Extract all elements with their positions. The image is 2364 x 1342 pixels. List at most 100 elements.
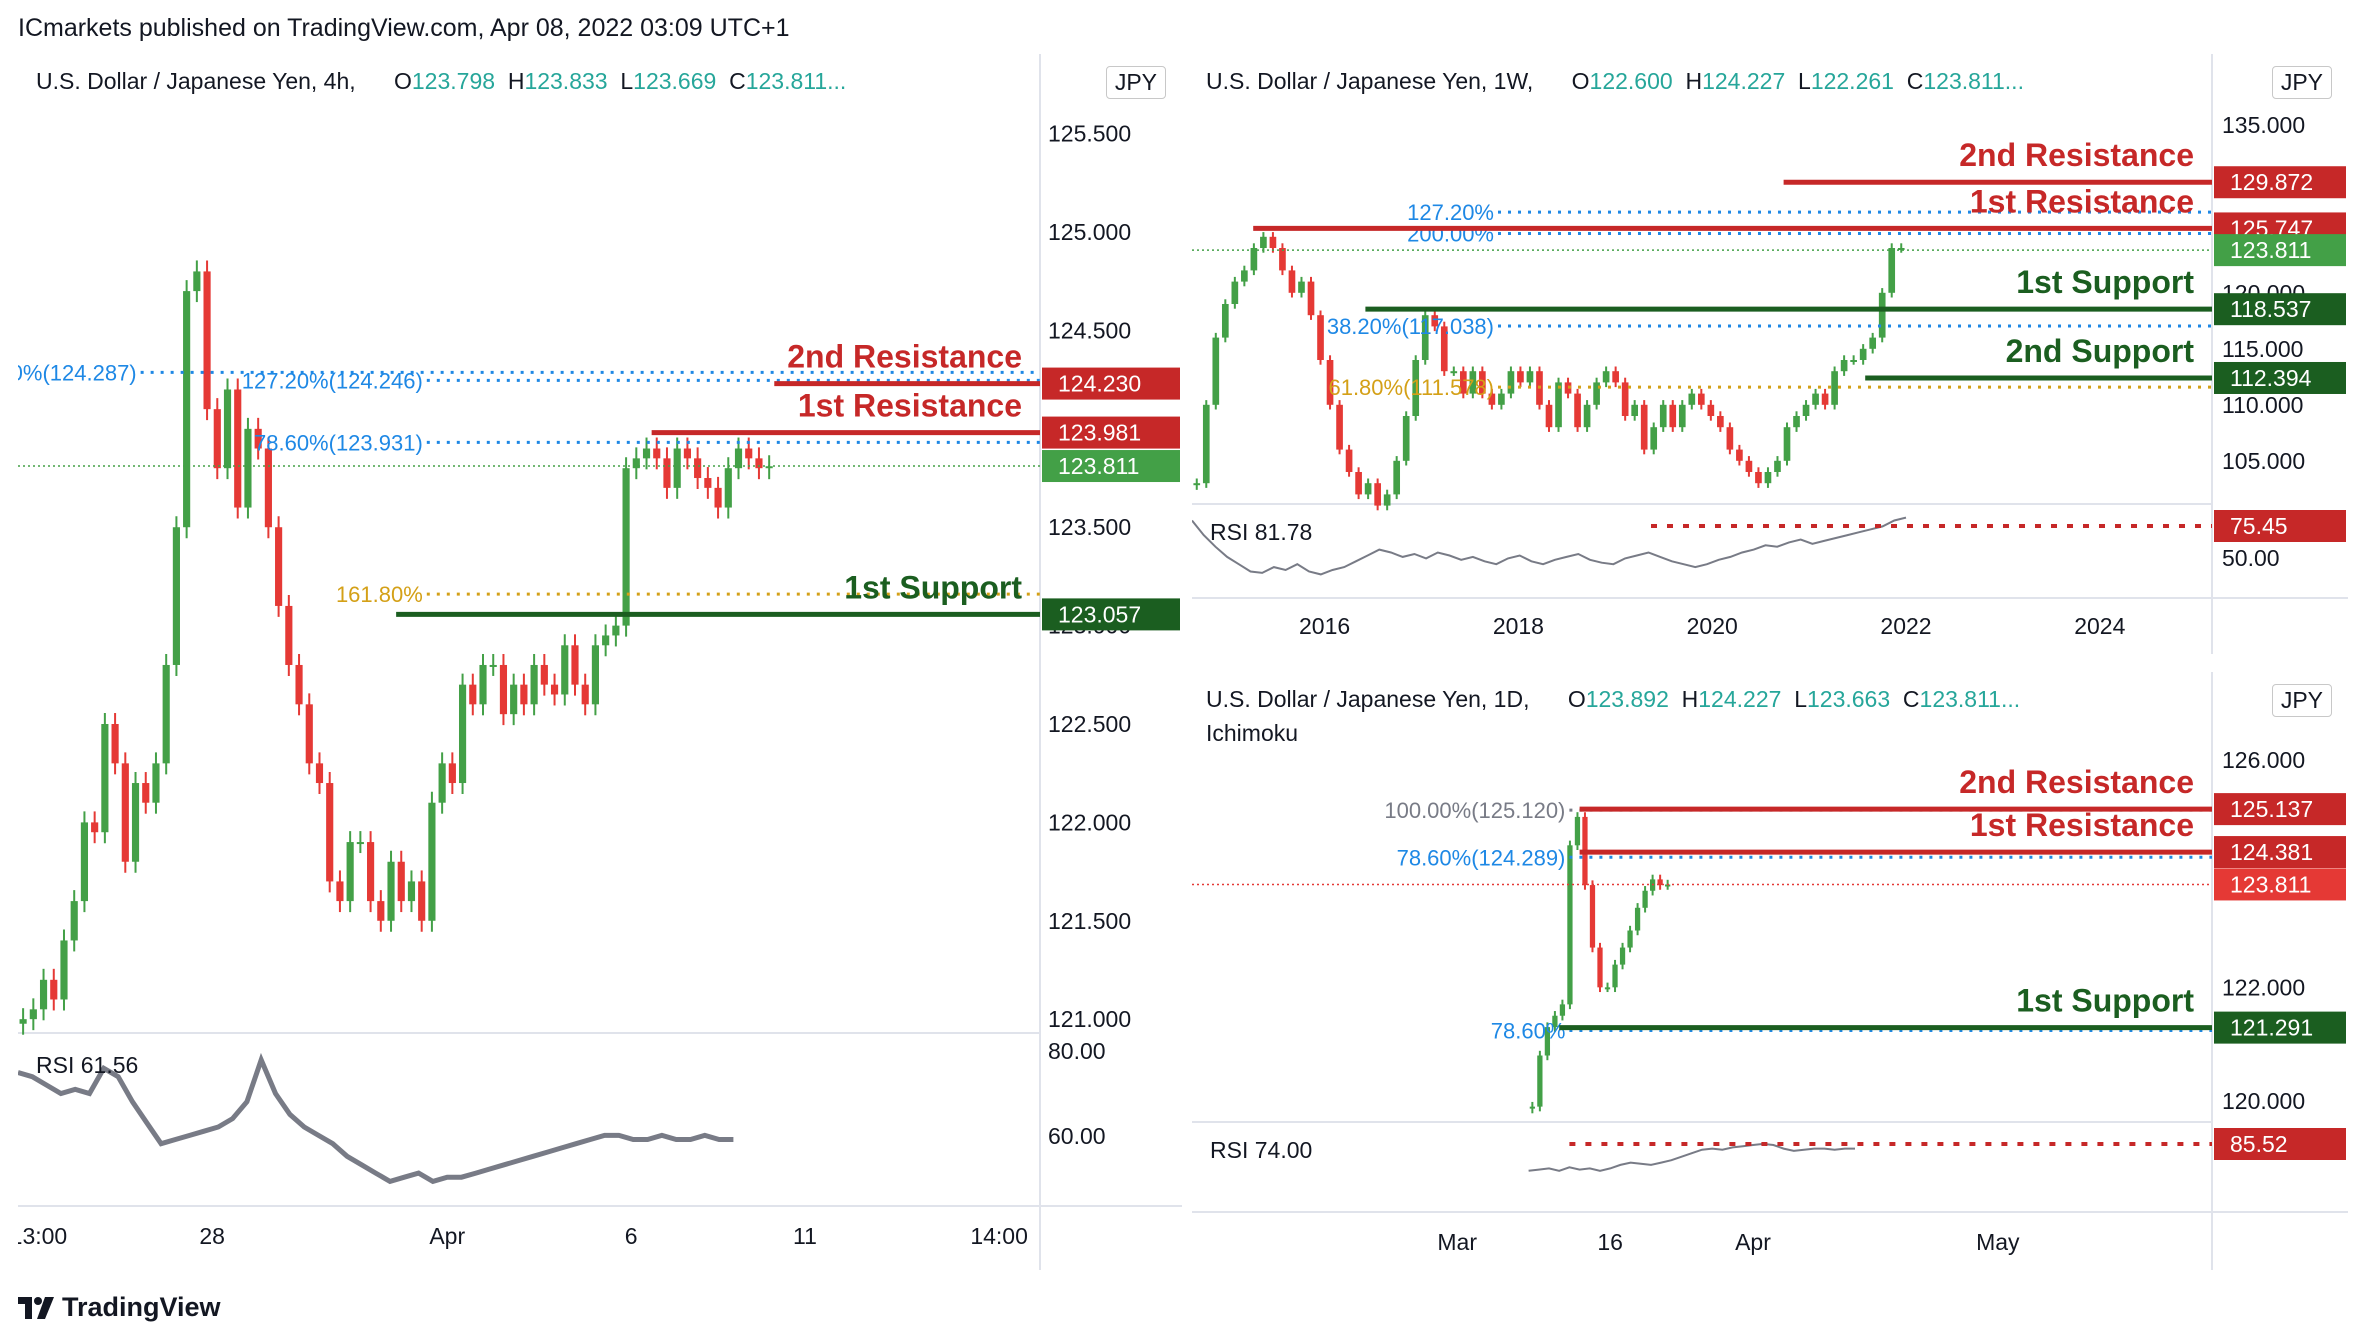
price-tag [1042,450,1180,483]
candle-body [1802,404,1810,416]
x-tick-label: 16 [1597,1229,1623,1255]
chart-4h[interactable]: 125.500125.000124.500124.000123.500123.0… [18,54,1182,1270]
legend-open: 123.892 [1585,686,1669,712]
fib-label: 200.00% [1407,221,1494,246]
price-tag-label: 124.230 [1058,371,1141,397]
candle [1831,366,1838,410]
level-label: 1st Support [2016,983,2194,1019]
candle [724,457,732,519]
candle-body [131,783,140,862]
candle-body [1269,236,1277,248]
legend-close: 123.811... [1919,686,2021,712]
candle-body [1764,472,1772,484]
candle [70,890,78,952]
candle-body [1774,460,1781,472]
candle [428,791,436,932]
candle-body [714,487,722,508]
candle [663,447,671,499]
candle-body [1545,404,1553,428]
candle [1593,377,1600,410]
candle [1221,299,1229,343]
x-tick-label: 11 [793,1223,817,1249]
candle-body [550,684,559,695]
candle [315,752,324,795]
candle-body [1669,404,1677,428]
candle-body [1642,890,1648,908]
y-tick-label: 121.000 [1048,1006,1131,1032]
candle [1393,456,1401,500]
candle-body [1831,371,1838,405]
candle [1269,232,1277,253]
candle-body [1840,360,1848,372]
candle-body [1755,472,1762,484]
candle-body [407,881,416,902]
currency-badge[interactable]: JPY [2271,66,2332,99]
legend-high: 123.833 [524,68,608,94]
candle [1697,388,1705,410]
candle-body [1517,371,1524,383]
candle [1640,400,1648,455]
candle [1537,1050,1543,1112]
candle-body [561,645,569,695]
candle [1821,388,1829,410]
fib-label: 78.60%(123.931) [254,430,423,455]
candle [285,594,293,676]
candle [1859,344,1867,365]
candle-body [581,684,589,705]
candle [60,929,68,1011]
candle-body [1469,371,1477,394]
fib-label: 100.00%(125.120) [1384,798,1565,823]
x-tick-label: 28 [199,1223,225,1249]
candle [1897,243,1905,253]
candle [1755,467,1762,488]
candle [1202,400,1210,488]
candle-body [336,881,344,902]
candle-body [1604,987,1611,990]
chart-1w[interactable]: 135.000 120.000 115.000 110.000 105.000 127.2… [1192,54,2348,654]
legend-1w: U.S. Dollar / Japanese Yen, 1W, O122.600… [1206,68,2024,94]
candle-body [142,783,150,803]
candle-body [1612,964,1618,988]
candle-body [264,448,272,528]
candle [1412,355,1420,421]
candle-body [1317,315,1324,360]
candle [1574,812,1581,851]
candle [1612,366,1619,388]
candle-body [162,664,170,764]
footer-logo[interactable]: TradingView [18,1292,221,1323]
candle-body [1597,947,1603,988]
candle [622,457,630,637]
candle [1802,400,1810,421]
candle [19,1008,27,1035]
candle [91,811,99,844]
chart-1d[interactable]: 126.000 122.000 120.000 100.00%(125.120) 78.… [1192,672,2348,1270]
candle [336,870,344,913]
candle [581,673,589,716]
price-tag [2214,1011,2346,1044]
candle [612,614,620,647]
currency-badge[interactable]: JPY [1105,66,1166,99]
candle-body [1640,404,1648,450]
candle-body [1212,337,1220,405]
indicator-label: Ichimoku [1206,720,1299,746]
y-tick-label: 125.500 [1048,121,1131,147]
candle [29,998,37,1031]
candle-body [1602,371,1610,383]
candle-body [1821,393,1829,405]
candle-body [520,684,528,705]
candle-body [91,822,99,833]
candle-body [203,271,211,410]
candle-body [745,448,753,459]
price-tag-label: 121.291 [2230,1015,2313,1041]
candle-body [1555,382,1562,428]
candle-body [1544,1027,1551,1056]
candle-body [39,979,48,1010]
candle-body [734,448,743,469]
y-tick-label: 126.000 [2222,747,2305,773]
fib-label: 161.80% [336,582,423,607]
currency-badge[interactable]: JPY [2271,684,2332,717]
candle-body [1878,292,1886,338]
candle [458,673,467,795]
candle-body [111,724,119,764]
candle-body [172,527,180,665]
